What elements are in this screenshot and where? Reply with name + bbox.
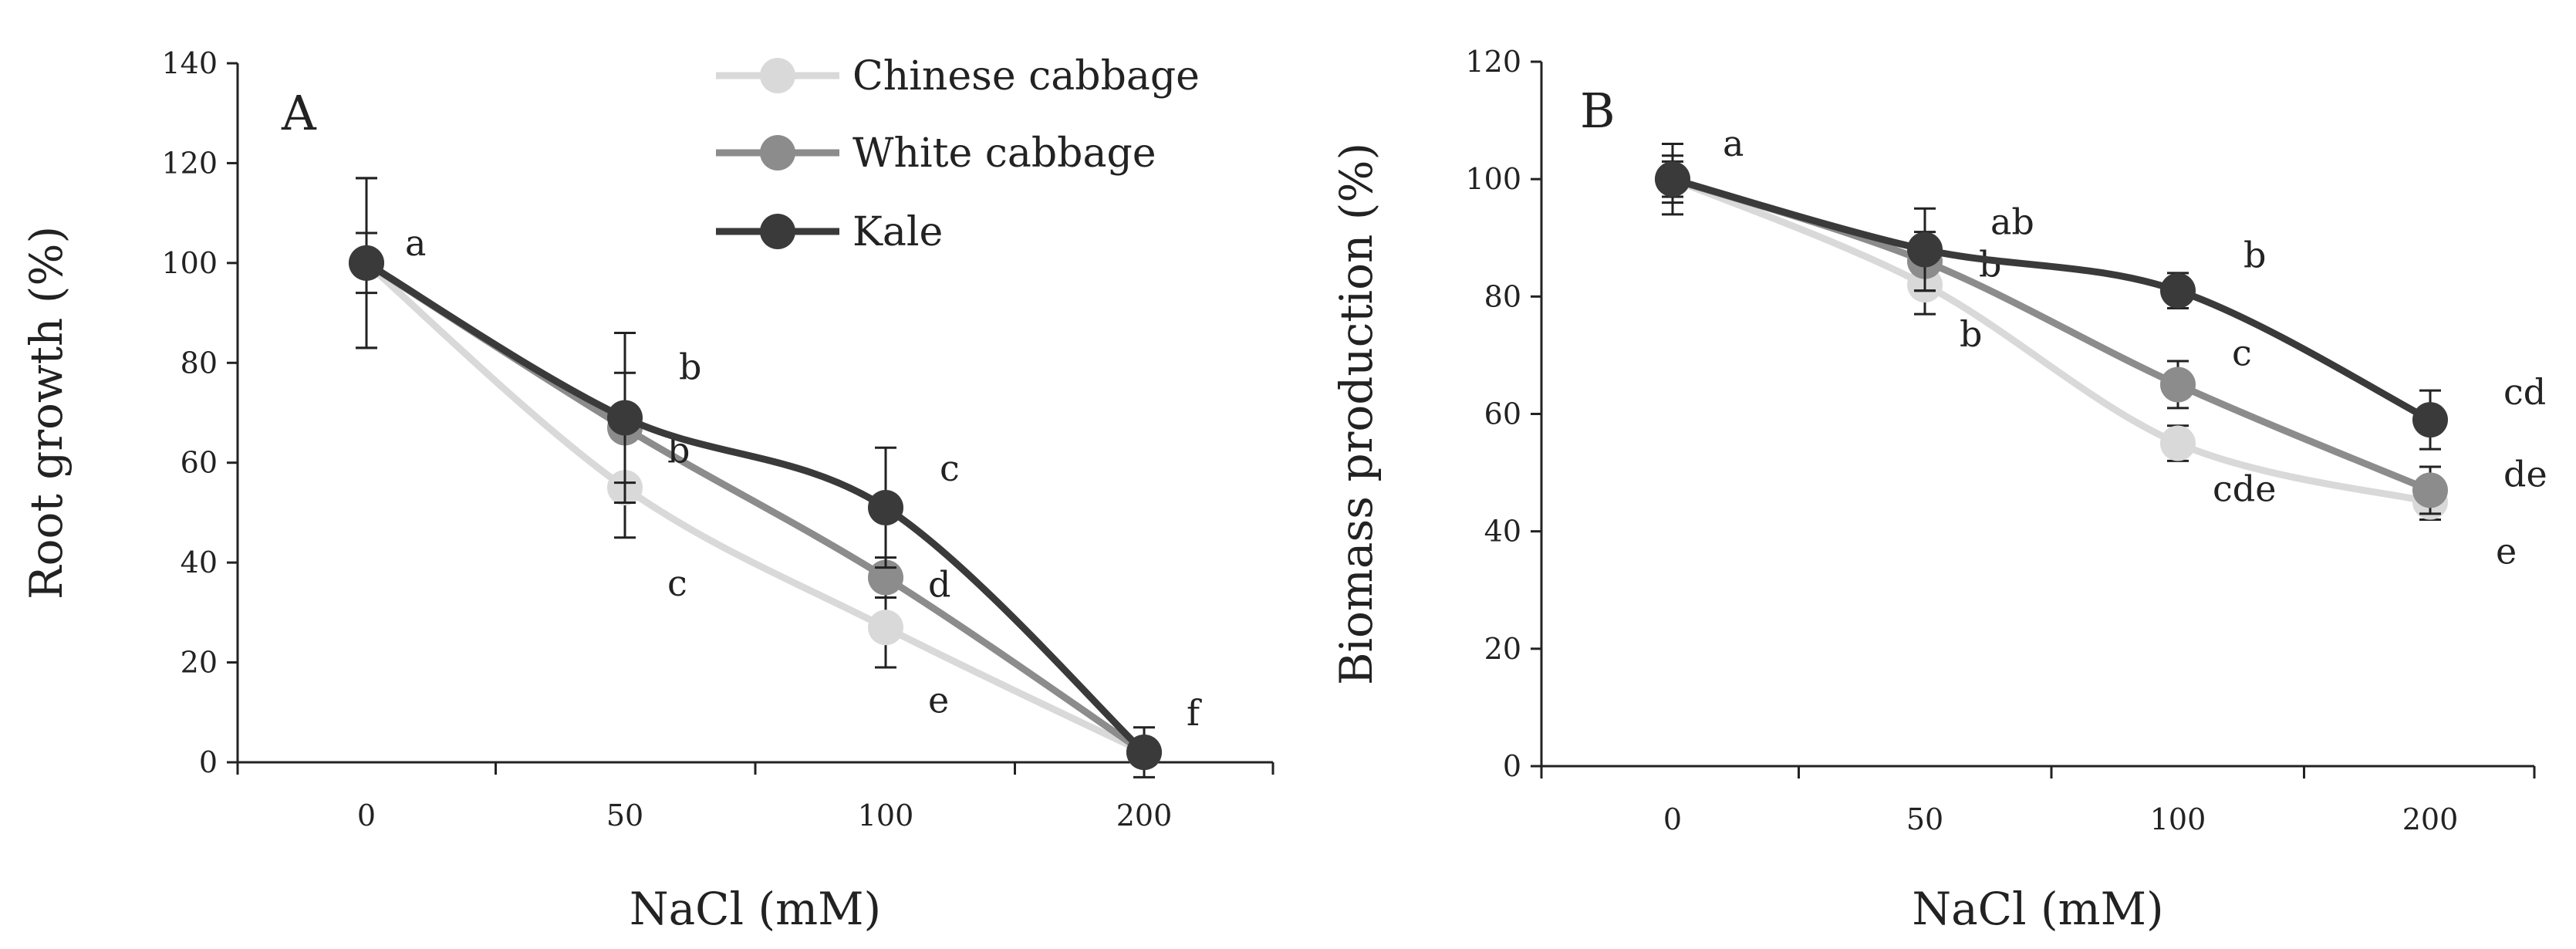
significance-label: c — [2232, 332, 2252, 373]
y-tick-label: 0 — [199, 745, 218, 779]
series-line — [364, 259, 1147, 755]
significance-label: b — [2243, 235, 2266, 276]
y-tick-label: 80 — [1484, 279, 1521, 313]
y-tick-label: 60 — [1484, 397, 1521, 431]
legend-label: Kale — [852, 209, 943, 255]
data-point — [1126, 735, 1162, 771]
data-point — [2160, 366, 2196, 403]
data-point — [607, 400, 643, 436]
x-tick-label: 0 — [357, 799, 376, 832]
significance-label: e — [2496, 531, 2517, 572]
significance-label: c — [940, 447, 960, 489]
legend-item: Kale — [716, 209, 943, 255]
x-tick-label: 50 — [606, 799, 643, 832]
y-tick-label: 140 — [161, 46, 218, 80]
y-tick-label: 120 — [161, 146, 218, 180]
x-tick-label: 0 — [1663, 802, 1682, 836]
data-point — [1655, 161, 1690, 198]
series-1: bd — [349, 231, 1162, 771]
legend: Chinese cabbage White cabbage Kale — [716, 53, 1200, 255]
y-tick-label: 0 — [1503, 749, 1521, 783]
series-2: a b c f — [349, 177, 1202, 778]
x-tick-label: 200 — [1116, 799, 1173, 832]
x-tick-label: 50 — [1906, 802, 1943, 836]
significance-label: a — [1723, 123, 1744, 164]
x-tick-label: 100 — [2150, 802, 2206, 836]
significance-label: a — [405, 222, 426, 264]
legend-swatch-marker — [760, 135, 795, 171]
legend-swatch-marker — [760, 58, 795, 93]
panel-label: B — [1580, 83, 1615, 139]
significance-label: b — [1960, 313, 1982, 355]
y-tick-label: 80 — [181, 346, 218, 380]
legend-item: Chinese cabbage — [716, 53, 1200, 100]
series-line — [1671, 175, 2433, 424]
significance-label: cd — [2503, 371, 2546, 413]
data-point — [2160, 272, 2196, 309]
series-2: a ab b cd — [1655, 123, 2546, 451]
y-axis-title: Biomass production (%) — [1330, 143, 1383, 685]
series-line — [1671, 176, 2432, 506]
y-tick-label: 60 — [181, 446, 218, 480]
significance-label: de — [2503, 453, 2547, 495]
significance-label: ab — [1990, 201, 2034, 242]
data-point — [868, 489, 903, 525]
legend-label: White cabbage — [852, 130, 1156, 177]
series-0: b cde e — [1655, 154, 2517, 572]
significance-label: d — [928, 564, 950, 606]
panel-b: 0 20 40 60 80 100 120 0 50 100 200 NaCl (mM) Biomass… — [1330, 45, 2547, 935]
data-point — [2160, 425, 2196, 461]
data-point — [349, 245, 384, 281]
x-tick-label: 100 — [858, 799, 914, 832]
y-axis-title: Root growth (%) — [20, 226, 73, 599]
y-tick-label: 100 — [161, 246, 218, 280]
significance-label: cde — [2213, 468, 2276, 510]
data-point — [868, 610, 903, 646]
y-tick-label: 40 — [181, 545, 218, 579]
y-tick-label: 100 — [1465, 162, 1521, 196]
panel-a: 0 20 40 60 80 100 120 140 0 50 100 200 NaCl (mM) Root… — [20, 46, 1274, 935]
y-tick-label: 20 — [181, 646, 218, 680]
legend-item: White cabbage — [716, 130, 1156, 177]
significance-label: c — [667, 562, 687, 604]
x-tick-label: 200 — [2402, 802, 2459, 836]
significance-label: f — [1187, 692, 1202, 734]
series-line — [364, 260, 1146, 756]
legend-label: Chinese cabbage — [852, 53, 1200, 100]
legend-swatch-marker — [760, 214, 795, 249]
significance-label: b — [679, 346, 701, 387]
significance-label: e — [928, 679, 949, 721]
y-tick-label: 40 — [1484, 515, 1521, 549]
data-point — [1907, 231, 1943, 268]
x-axis-title: NaCl (mM) — [1912, 883, 2163, 935]
y-tick-label: 120 — [1465, 45, 1521, 79]
data-point — [2412, 402, 2448, 438]
data-point — [2412, 472, 2448, 508]
x-axis-title: NaCl (mM) — [630, 883, 881, 935]
y-tick-label: 20 — [1484, 632, 1521, 666]
panel-label: A — [281, 85, 317, 141]
